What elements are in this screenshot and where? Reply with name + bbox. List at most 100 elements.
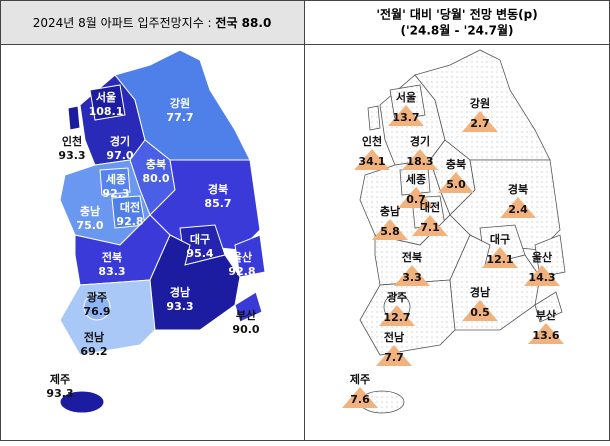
up-triangle — [528, 323, 564, 344]
header-left-cell — [0, 0, 305, 45]
up-triangle — [372, 219, 408, 240]
region-value: 83.3 — [98, 265, 125, 278]
region-value: 5.0 — [446, 178, 466, 191]
region-name: 전남 — [384, 330, 404, 344]
up-triangle — [412, 215, 448, 236]
region-name: 경기 — [110, 134, 130, 148]
region — [414, 49, 551, 161]
header-right-cell — [304, 0, 610, 45]
region-value: 85.7 — [204, 197, 231, 210]
up-triangle — [342, 387, 378, 408]
region — [89, 84, 126, 121]
region-name: 제주 — [350, 372, 370, 386]
region-name: 인천 — [62, 134, 82, 148]
region-value: 93.3 — [58, 149, 85, 162]
region-name: 경기 — [410, 134, 430, 148]
region-name: 서울 — [96, 90, 116, 104]
region-name: 세종 — [406, 172, 426, 186]
region — [234, 291, 263, 323]
right-title-1: '전월' 대비 '당월' 전망 변동(p) — [376, 7, 537, 22]
region-name: 인천 — [362, 134, 382, 148]
region-value: 90.0 — [232, 323, 259, 336]
region — [449, 234, 541, 331]
region-name: 전남 — [84, 330, 104, 344]
region-name: 광주 — [87, 291, 107, 304]
left-total: 전국 88.0 — [215, 15, 271, 30]
region-name: 광주 — [387, 291, 407, 304]
up-triangle — [379, 305, 415, 326]
region-name: 강원 — [170, 96, 190, 110]
region-value: 75.0 — [76, 219, 103, 232]
region — [114, 49, 251, 161]
region-value: 0.7 — [406, 193, 426, 206]
region-value: 69.2 — [80, 345, 107, 358]
region-name: 경북 — [208, 182, 228, 196]
region-value: 80.0 — [142, 172, 169, 185]
region-name: 울산 — [532, 250, 552, 264]
region-value: 7.6 — [350, 393, 370, 406]
region-name: 부산 — [536, 308, 556, 322]
region — [149, 234, 241, 331]
region-name: 대전 — [420, 200, 440, 214]
region-value: 13.6 — [532, 329, 559, 342]
up-triangle — [388, 105, 424, 126]
up-triangle — [524, 265, 560, 286]
region-name: 경남 — [470, 285, 490, 299]
region-value: 108.1 — [89, 105, 124, 118]
header-left: 2024년 8월 아파트 입주전망지수 : 전국 88.0 — [33, 15, 272, 30]
region-name: 충남 — [380, 204, 400, 218]
region-value: 34.1 — [358, 155, 385, 168]
region-name: 부산 — [236, 308, 256, 322]
up-triangle — [500, 197, 536, 218]
up-triangle — [394, 265, 430, 286]
region-value: 3.3 — [402, 271, 422, 284]
region-value: 14.3 — [528, 271, 555, 284]
region-name: 대구 — [190, 232, 210, 246]
region-value: 92.3 — [102, 187, 129, 200]
region — [234, 234, 266, 278]
region-value: 7.1 — [420, 221, 440, 234]
region-value: 5.8 — [380, 225, 400, 238]
region — [389, 84, 426, 121]
region-value: 92.8 — [228, 265, 255, 278]
region-name: 제주 — [50, 372, 70, 386]
region-name: 충남 — [80, 204, 100, 218]
region-value: 2.7 — [470, 117, 490, 130]
region-value: 77.7 — [166, 111, 193, 124]
region-name: 대구 — [490, 232, 510, 246]
up-triangle — [398, 187, 434, 208]
up-triangle — [462, 300, 498, 321]
up-triangle — [438, 172, 474, 193]
region-name: 울산 — [232, 250, 252, 264]
left-title: 2024년 8월 아파트 입주전망지수 : — [33, 16, 216, 30]
up-triangle — [354, 149, 390, 170]
region-value: 0.5 — [470, 306, 490, 319]
up-triangle — [462, 111, 498, 132]
region-value: 18.3 — [406, 155, 433, 168]
up-triangle — [376, 345, 412, 366]
region-value: 95.4 — [186, 247, 213, 260]
region-name: 충북 — [146, 157, 166, 171]
up-triangle — [402, 149, 438, 170]
region-value: 76.9 — [83, 305, 110, 318]
region-value: 93.3 — [166, 300, 193, 313]
region-name: 경남 — [170, 285, 190, 299]
region-name: 충북 — [446, 157, 466, 171]
region — [534, 291, 563, 323]
region-name: 세종 — [106, 172, 126, 186]
region — [99, 167, 131, 196]
region-name: 서울 — [396, 90, 416, 104]
up-triangle — [482, 247, 518, 268]
region-value: 2.4 — [508, 203, 528, 216]
region-value: 7.7 — [384, 351, 404, 364]
region — [83, 293, 111, 321]
region-name: 강원 — [470, 96, 490, 110]
region-name: 전북 — [102, 250, 122, 264]
region — [367, 105, 381, 131]
region-name: 대전 — [120, 200, 140, 214]
region-value: 97.0 — [106, 149, 133, 162]
region-name: 경북 — [508, 182, 528, 196]
region-value: 92.8 — [116, 215, 143, 228]
region — [67, 105, 81, 131]
